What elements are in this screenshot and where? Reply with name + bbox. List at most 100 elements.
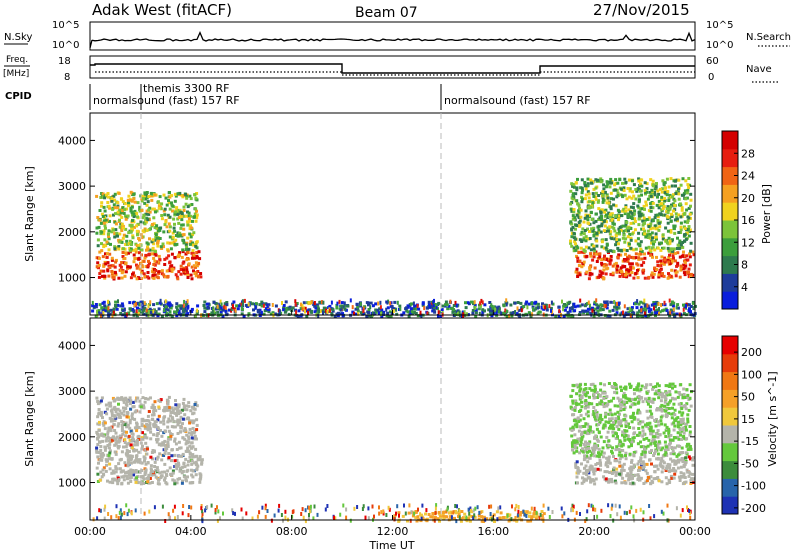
range-gate-cell [605, 248, 609, 252]
range-gate-cell [661, 454, 665, 458]
range-gate-cell [174, 238, 178, 242]
range-gate-cell [666, 205, 670, 209]
range-gate-cell [661, 237, 665, 241]
range-gate-cell [638, 411, 642, 415]
range-gate-cell [687, 442, 691, 446]
range-gate-cell [173, 407, 177, 411]
range-gate-cell [146, 428, 150, 432]
range-gate-cell [182, 227, 186, 231]
range-gate-cell [114, 228, 118, 232]
range-gate-cell [101, 452, 105, 455]
range-gate-cell [619, 228, 623, 232]
colorbar-segment [722, 148, 738, 168]
range-gate-cell [180, 454, 184, 458]
range-gate-cell [175, 467, 179, 471]
range-gate-cell [124, 434, 128, 438]
range-gate-cell [362, 306, 365, 311]
range-gate-cell [670, 412, 674, 416]
range-gate-cell [212, 308, 215, 313]
range-gate-cell [632, 388, 636, 392]
range-gate-cell [447, 304, 451, 308]
range-gate-cell [672, 197, 676, 201]
range-gate-cell [607, 478, 611, 482]
range-gate-cell [186, 236, 190, 240]
range-gate-cell [677, 437, 681, 441]
range-gate-cell [684, 480, 688, 484]
range-gate-cell [153, 460, 157, 464]
range-gate-cell [649, 227, 653, 231]
colorbar-segment [722, 255, 738, 274]
range-gate-cell [114, 410, 118, 414]
range-gate-cell [99, 221, 103, 225]
range-gate-cell [622, 229, 626, 233]
range-gate-cell [655, 457, 659, 461]
range-gate-cell [647, 306, 651, 310]
range-gate-cell [187, 247, 191, 251]
range-gate-cell [126, 423, 130, 427]
range-gate-cell [545, 308, 549, 312]
range-gate-cell [185, 196, 189, 200]
range-gate-cell [176, 418, 180, 422]
range-gate-cell [340, 301, 344, 305]
range-gate-cell [125, 442, 129, 446]
range-gate-cell [114, 452, 118, 456]
range-gate-cell [581, 476, 584, 480]
range-gate-cell [119, 457, 123, 461]
range-gate-cell [616, 193, 620, 197]
range-gate-cell [96, 443, 100, 446]
range-gate-cell [654, 389, 658, 393]
range-gate-cell [128, 223, 132, 227]
range-gate-cell [628, 273, 632, 277]
range-gate-cell [659, 459, 663, 463]
range-gate-cell [545, 306, 549, 310]
range-gate-cell [672, 402, 676, 406]
range-gate-cell [643, 276, 647, 280]
range-gate-cell [589, 425, 592, 429]
range-gate-cell [141, 444, 144, 448]
range-gate-cell [619, 421, 623, 425]
range-gate-cell [585, 312, 589, 316]
range-gate-cell [577, 264, 581, 267]
range-gate-cell [593, 307, 597, 311]
range-gate-cell [130, 226, 134, 230]
range-gate-cell [192, 253, 196, 257]
range-gate-cell [102, 434, 106, 438]
range-gate-cell [474, 314, 478, 318]
range-gate-cell [671, 195, 674, 199]
range-gate-cell [178, 231, 182, 235]
range-gate-cell [186, 223, 190, 227]
range-gate-cell [152, 216, 156, 220]
range-gate-cell [104, 244, 108, 248]
range-gate-cell [583, 424, 587, 428]
range-gate-cell [159, 429, 162, 432]
range-gate-cell [631, 206, 635, 210]
range-gate-cell [166, 308, 170, 312]
range-gate-cell [680, 208, 684, 212]
range-gate-cell [658, 310, 662, 314]
range-gate-cell [113, 192, 117, 196]
range-gate-cell [603, 425, 607, 429]
range-gate-cell [123, 423, 127, 427]
range-gate-cell [655, 268, 659, 271]
range-gate-cell [186, 220, 190, 224]
range-gate-cell [607, 426, 611, 430]
range-gate-cell [166, 437, 170, 441]
range-gate-cell [650, 311, 654, 315]
range-gate-cell [120, 302, 124, 306]
range-gate-cell [664, 445, 668, 449]
range-gate-cell [602, 183, 606, 187]
range-gate-cell [189, 420, 193, 424]
range-gate-cell [600, 261, 604, 265]
range-gate-cell [688, 307, 691, 311]
range-gate-cell [638, 244, 642, 248]
range-gate-cell [626, 187, 630, 190]
range-gate-cell [182, 307, 185, 312]
range-gate-cell [146, 480, 150, 484]
range-gate-cell [571, 426, 575, 430]
range-gate-cell [578, 389, 582, 393]
range-gate-cell [580, 195, 583, 199]
range-gate-cell [620, 481, 624, 485]
range-gate-cell [630, 460, 633, 464]
range-gate-cell [661, 246, 664, 250]
range-gate-cell [647, 475, 650, 479]
